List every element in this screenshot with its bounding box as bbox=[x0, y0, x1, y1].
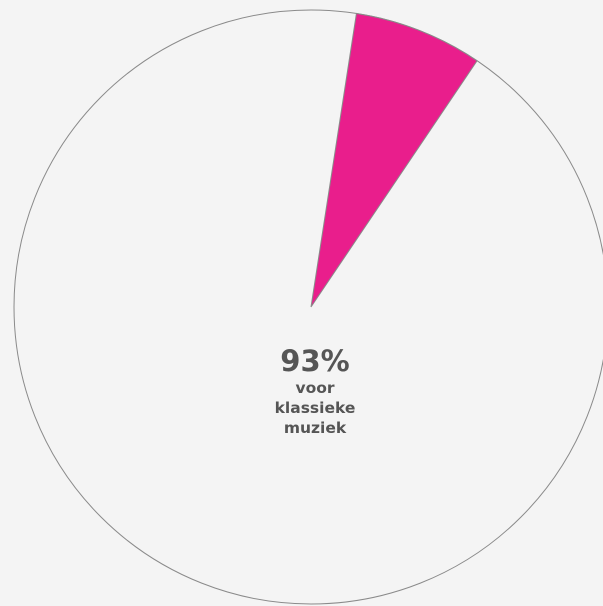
pie-outline bbox=[13, 9, 603, 605]
pie-slice-1 bbox=[310, 12, 478, 308]
percent-label: 93% bbox=[280, 344, 350, 378]
pie-slices bbox=[310, 12, 478, 308]
label-line-1: voor bbox=[295, 379, 335, 397]
label-line-2: klassieke bbox=[274, 399, 356, 417]
center-label: 93% voor klassieke muziek bbox=[255, 344, 375, 438]
label-line-3: muziek bbox=[283, 419, 347, 437]
